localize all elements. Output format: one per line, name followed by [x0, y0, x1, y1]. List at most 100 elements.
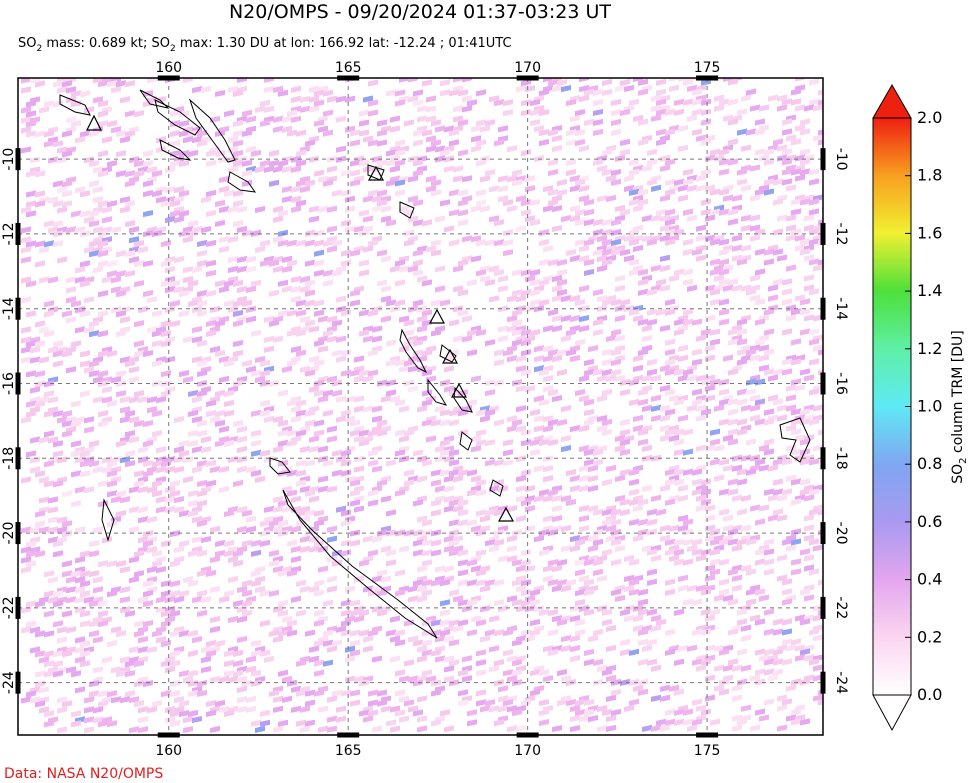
pixel	[660, 524, 670, 532]
pixel	[737, 478, 747, 486]
pixel	[566, 578, 576, 587]
pixel	[296, 239, 306, 247]
pixel	[530, 99, 540, 107]
pixel	[804, 524, 814, 532]
pixel	[728, 478, 738, 486]
pixel	[143, 210, 153, 218]
pixel	[476, 199, 486, 207]
pixel	[701, 168, 711, 176]
pixel	[246, 365, 256, 373]
pixel	[597, 264, 607, 273]
pixel	[107, 480, 117, 488]
pixel	[233, 419, 243, 427]
pixel	[206, 569, 216, 578]
pixel	[165, 266, 175, 274]
pixel	[633, 364, 643, 372]
pixel	[62, 200, 72, 208]
pixel	[579, 244, 589, 253]
pixel	[570, 315, 580, 323]
pixel	[714, 444, 724, 452]
pixel	[296, 429, 306, 437]
pixel	[260, 619, 270, 627]
pixel	[570, 655, 580, 663]
pixel	[782, 288, 792, 296]
pixel	[449, 449, 459, 457]
pixel	[138, 516, 148, 524]
pixel	[656, 78, 666, 86]
pixel	[44, 570, 54, 578]
pixel	[246, 465, 256, 473]
pixel	[521, 149, 531, 157]
pixel	[458, 469, 468, 477]
pixel	[431, 499, 441, 507]
pixel	[611, 538, 621, 546]
pixel	[53, 450, 63, 458]
pixel	[561, 435, 571, 443]
pixel	[431, 249, 441, 257]
pixel	[611, 708, 621, 716]
pixel	[696, 234, 706, 242]
pixel	[98, 240, 108, 248]
pixel	[633, 414, 643, 422]
pixel	[260, 159, 270, 167]
pixel	[647, 638, 657, 646]
pixel	[431, 69, 441, 76]
pixel	[660, 424, 670, 432]
pixel	[48, 226, 58, 234]
pixel	[530, 669, 540, 677]
pixel	[386, 379, 396, 387]
pixel	[305, 139, 315, 147]
pixel	[206, 259, 216, 268]
pixel	[143, 590, 153, 598]
pixel	[755, 298, 765, 306]
pixel	[521, 349, 531, 357]
pixel	[476, 139, 486, 147]
pixel	[642, 644, 652, 652]
pixel	[296, 469, 306, 477]
pixel	[21, 356, 31, 364]
pixel	[197, 519, 207, 528]
pixel	[710, 258, 720, 266]
pixel	[629, 588, 639, 596]
y-tick-label: -12	[833, 222, 849, 245]
pixel	[471, 375, 481, 383]
pixel	[66, 286, 76, 294]
pixel	[381, 495, 391, 503]
pixel	[782, 98, 792, 106]
pixel	[341, 449, 351, 457]
pixel	[656, 508, 666, 516]
pixel	[620, 138, 630, 146]
pixel	[759, 354, 769, 362]
pixel	[170, 119, 180, 128]
pixel	[548, 419, 558, 427]
pixel	[287, 329, 297, 337]
pixel	[656, 208, 666, 216]
pixel	[732, 494, 742, 502]
pixel	[791, 138, 801, 146]
pixel	[350, 689, 360, 697]
pixel	[714, 474, 724, 482]
pixel	[399, 365, 409, 373]
pixel	[417, 565, 427, 573]
pixel	[354, 465, 364, 473]
pixel	[665, 578, 675, 586]
pixel	[476, 479, 486, 487]
pixel	[777, 214, 787, 222]
pixel	[89, 440, 99, 448]
pixel	[795, 434, 805, 442]
pixel	[818, 258, 823, 266]
pixel	[692, 358, 702, 366]
pixel	[332, 559, 342, 567]
pixel	[507, 355, 517, 363]
pixel	[764, 648, 774, 656]
pixel	[57, 416, 67, 424]
pixel	[674, 608, 684, 616]
pixel	[530, 219, 540, 227]
pixel	[98, 120, 108, 128]
pixel	[548, 629, 558, 637]
pixel	[89, 550, 99, 558]
pixel	[341, 219, 351, 227]
pixel	[507, 655, 517, 663]
pixel	[534, 365, 544, 373]
pixel	[570, 715, 580, 723]
